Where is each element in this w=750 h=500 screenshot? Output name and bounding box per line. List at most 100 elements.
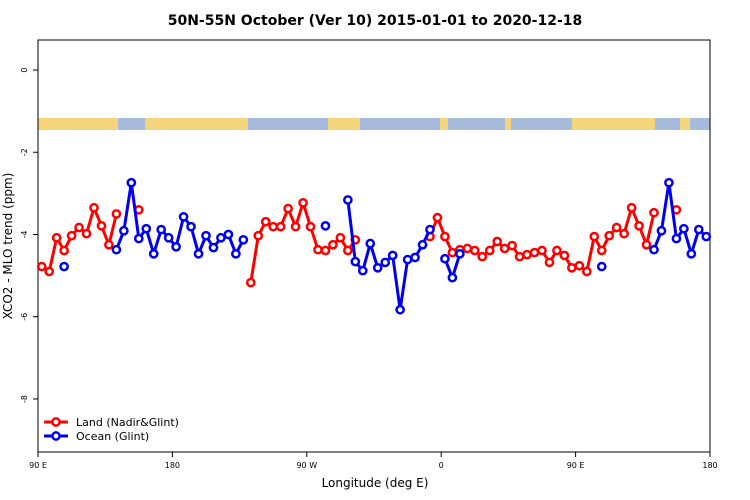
data-point — [380, 257, 391, 268]
data-point — [298, 197, 308, 208]
data-point — [283, 203, 293, 214]
data-point — [432, 212, 443, 223]
data-point — [44, 266, 55, 277]
data-point — [328, 239, 338, 250]
data-point — [522, 249, 532, 260]
data-point — [611, 222, 622, 233]
series-line — [115, 181, 708, 312]
data-point — [104, 239, 114, 250]
data-point — [589, 231, 600, 242]
data-point — [156, 224, 167, 235]
data-point — [574, 260, 585, 271]
legend-swatch-marker — [51, 417, 61, 427]
data-point — [649, 244, 659, 255]
data-point — [126, 177, 137, 188]
data-point — [596, 261, 607, 272]
data-point — [492, 236, 503, 247]
data-point — [365, 238, 376, 249]
data-point — [387, 250, 398, 261]
data-point — [320, 245, 331, 256]
data-point — [649, 207, 659, 218]
data-point — [238, 234, 249, 245]
data-point — [335, 232, 346, 243]
data-point — [96, 221, 107, 231]
data-point — [253, 230, 264, 241]
data-point — [679, 223, 689, 234]
legend-label: Ocean (Glint) — [76, 430, 149, 443]
data-point — [664, 177, 674, 188]
plot-area: 90 E 180 90 W 0 90 E 180 0 -2 -4 -6 -8 — [20, 67, 718, 470]
data-point — [567, 262, 577, 273]
data-point — [417, 239, 428, 250]
data-point — [268, 221, 279, 232]
data-point — [462, 243, 473, 254]
x-tick-label: 90 E — [567, 461, 585, 470]
data-point — [656, 225, 667, 236]
data-point — [440, 231, 450, 242]
legend-swatch-marker — [51, 431, 61, 441]
data-point — [440, 253, 450, 264]
data-point — [111, 244, 122, 255]
y-axis-label: XCO2 - MLO trend (ppm) — [1, 173, 15, 320]
data-point — [559, 250, 570, 261]
data-point — [477, 251, 488, 262]
data-point — [141, 223, 152, 234]
data-point — [410, 252, 420, 263]
data-point — [201, 230, 211, 241]
x-tick-label: 90 E — [29, 461, 47, 470]
data-point — [425, 224, 435, 235]
data-point — [290, 221, 301, 232]
data-point — [484, 245, 495, 256]
y-tick-label: 0 — [20, 67, 29, 72]
data-point — [245, 277, 256, 288]
data-point — [395, 304, 405, 315]
legend-label: Land (Nadir&Glint) — [76, 416, 179, 429]
chart-title: 50N-55N October (Ver 10) 2015-01-01 to 2… — [168, 13, 583, 29]
y-tick-label: -8 — [20, 395, 29, 403]
data-point — [171, 241, 181, 252]
data-point — [163, 232, 174, 243]
data-point — [693, 224, 704, 235]
data-point — [447, 272, 458, 283]
y-tick-label: -6 — [20, 313, 29, 321]
data-point — [596, 245, 607, 256]
data-point — [619, 228, 629, 239]
data-point — [529, 247, 540, 258]
data-point — [148, 248, 159, 259]
plot-frame — [37, 39, 711, 453]
data-point — [581, 266, 592, 277]
data-point — [343, 195, 353, 205]
data-point — [313, 244, 323, 255]
data-point — [469, 245, 480, 256]
data-point — [89, 202, 99, 213]
data-point — [51, 232, 62, 243]
data-point — [119, 225, 129, 236]
data-point — [59, 245, 69, 256]
data-point — [343, 245, 353, 256]
data-point — [59, 261, 69, 272]
x-tick-label: 180 — [702, 461, 717, 470]
data-point — [74, 222, 84, 233]
data-point — [133, 233, 144, 244]
data-point — [320, 221, 331, 231]
data-point — [402, 254, 413, 265]
data-point — [514, 251, 525, 262]
data-point — [260, 216, 271, 227]
data-point — [507, 240, 517, 251]
data-point — [231, 248, 241, 259]
data-point — [626, 202, 637, 213]
data-point — [66, 230, 77, 241]
data-point — [111, 209, 122, 219]
y-tick-label: -2 — [20, 148, 29, 156]
data-point — [701, 231, 712, 242]
data-point — [223, 229, 234, 240]
x-axis-label: Longitude (deg E) — [322, 476, 429, 490]
data-point — [216, 232, 226, 243]
data-point — [544, 257, 555, 268]
land-mask-strip — [38, 118, 710, 130]
data-point — [178, 211, 189, 222]
data-point — [193, 248, 204, 259]
data-point — [671, 233, 682, 244]
data-point — [186, 221, 196, 232]
